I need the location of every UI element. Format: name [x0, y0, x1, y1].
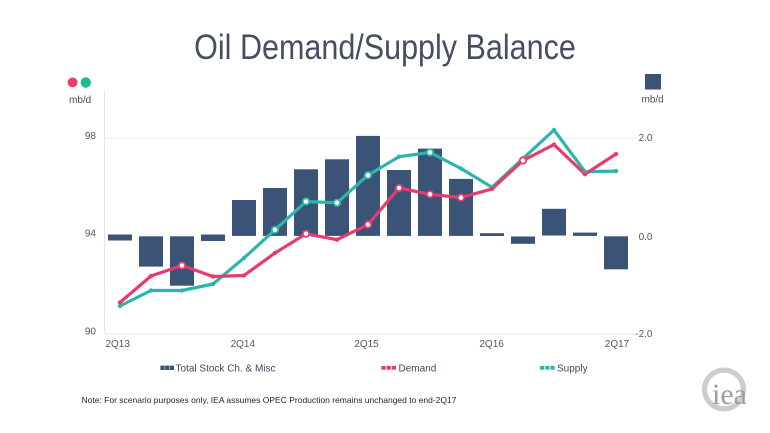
svg-text:Oil Demand/Supply Balance: Oil Demand/Supply Balance	[194, 28, 576, 68]
svg-text:98: 98	[85, 131, 97, 142]
svg-text:iea: iea	[712, 378, 747, 411]
svg-text:2Q17: 2Q17	[605, 339, 630, 350]
svg-text:Note: For scenario purposes on: Note: For scenario purposes only, IEA as…	[82, 395, 457, 405]
svg-text:mb/d: mb/d	[69, 95, 91, 106]
svg-text:Total Stock Ch. & Misc: Total Stock Ch. & Misc	[176, 364, 276, 375]
svg-text:2Q14: 2Q14	[231, 339, 256, 350]
svg-text:2Q13: 2Q13	[105, 339, 130, 350]
svg-text:2.0: 2.0	[639, 133, 653, 144]
svg-text:90: 90	[85, 327, 97, 338]
svg-text:Supply: Supply	[557, 364, 588, 375]
svg-text:-2.0: -2.0	[635, 329, 653, 340]
svg-text:Demand: Demand	[399, 364, 437, 375]
svg-text:94: 94	[85, 229, 97, 240]
svg-text:0.0: 0.0	[639, 232, 653, 243]
svg-text:mb/d: mb/d	[642, 95, 664, 106]
svg-text:2Q15: 2Q15	[354, 339, 379, 350]
svg-text:2Q16: 2Q16	[479, 339, 504, 350]
